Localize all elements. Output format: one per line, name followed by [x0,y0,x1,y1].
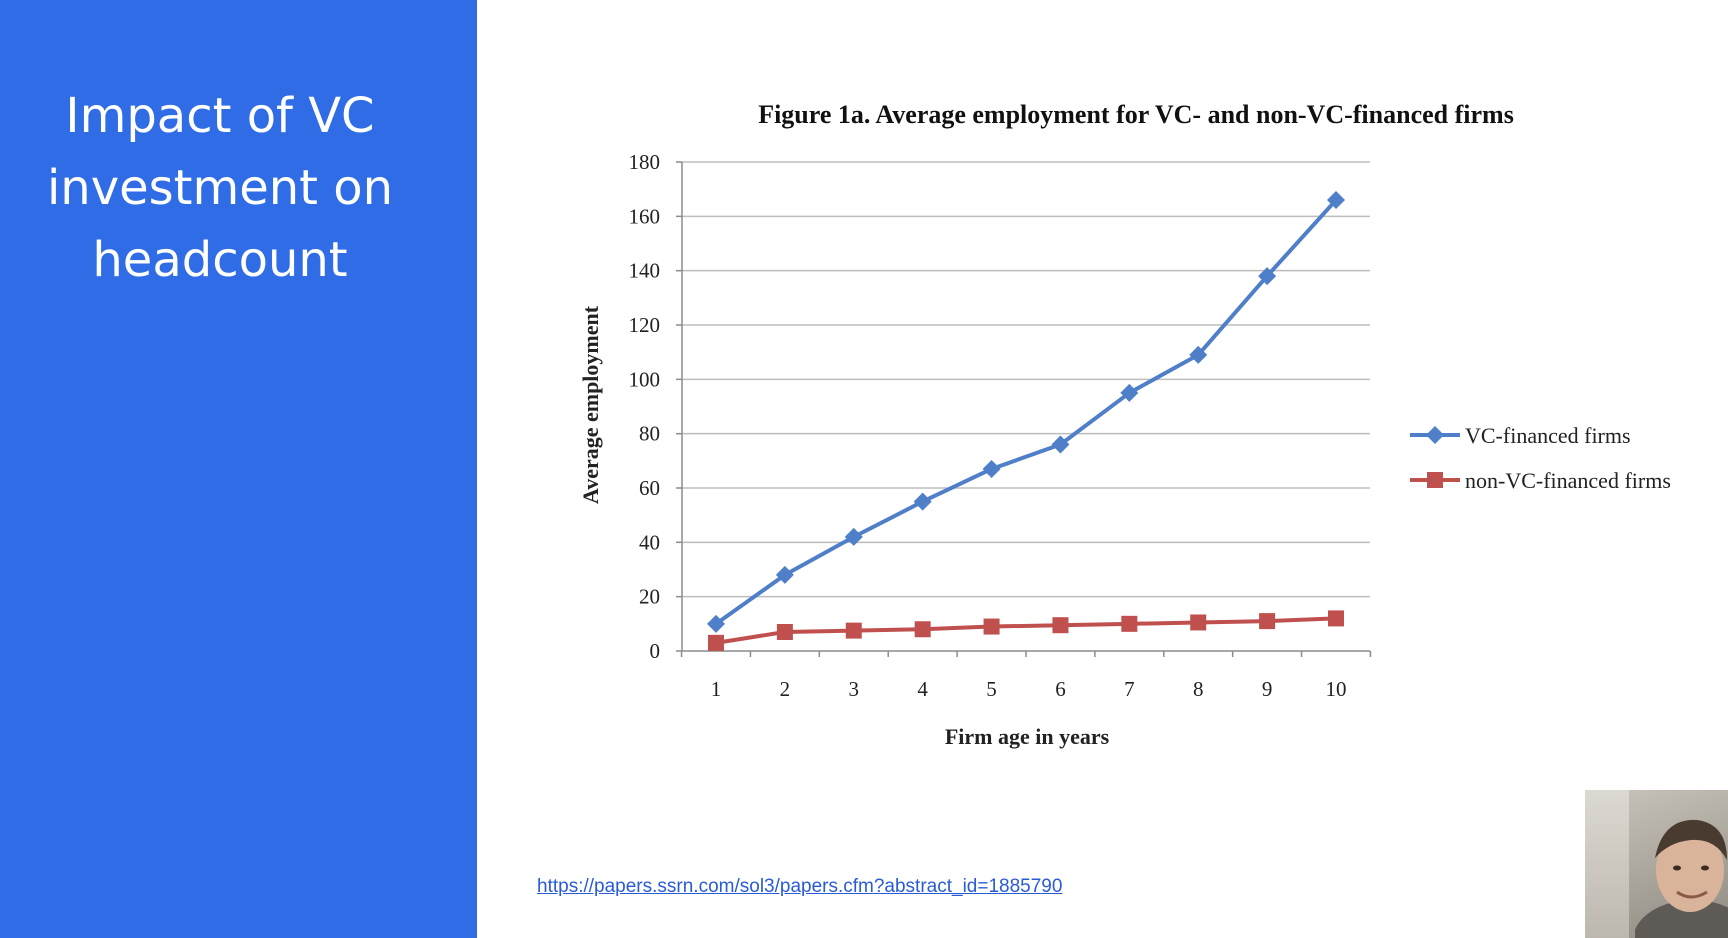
y-tick-label: 20 [639,585,660,609]
y-tick-label: 80 [639,422,660,446]
data-point [844,527,863,546]
title-panel: Impact of VC investment on headcount [0,0,477,938]
series-line [715,616,1337,645]
y-tick-label: 160 [629,204,661,228]
data-point [1189,345,1208,364]
webcam-thumbnail [1585,790,1728,938]
data-point [845,622,862,639]
x-tick-labels: 1 2 3 4 5 6 7 8 9 10 [711,677,1347,701]
data-point [1121,615,1138,632]
data-point [1258,267,1277,286]
legend-label: VC-financed firms [1465,423,1631,448]
data-point [913,492,932,511]
y-tick-label: 120 [629,313,661,337]
data-point [708,634,724,651]
x-tick-label: 8 [1193,677,1204,701]
x-tick-label: 3 [849,677,860,701]
y-tick-label: 180 [629,150,661,174]
data-point [1051,435,1070,454]
data-point [1190,614,1207,631]
data-point [914,621,931,638]
x-tick-label: 4 [917,677,928,701]
webcam-background [1585,790,1629,938]
source-link[interactable]: https://papers.ssrn.com/sol3/papers.cfm?… [537,876,1063,897]
x-tick-label: 1 [711,677,722,701]
data-point [776,623,793,640]
data-point [1328,610,1344,627]
series-group [707,191,1345,651]
data-point [1327,191,1345,210]
axes [676,161,1372,657]
x-tick-label: 9 [1262,677,1273,701]
x-axis-label: Firm age in years [945,724,1110,749]
legend: VC-financed firms non-VC-financed firms [1410,423,1671,493]
x-tick-label: 6 [1055,677,1066,701]
x-tick-label: 2 [780,677,791,701]
data-point [982,459,1001,478]
data-point [1259,613,1276,630]
y-tick-label: 140 [629,259,661,283]
data-point [707,614,725,633]
x-tick-label: 5 [986,677,997,701]
x-tick-label: 10 [1326,677,1347,701]
y-tick-labels: 0 20 40 60 80 100 120 140 160 180 [629,150,661,663]
legend-swatch-marker [1426,426,1444,444]
y-tick-label: 40 [639,530,660,554]
gridlines [682,161,1370,598]
series-line [714,198,1338,626]
data-point [983,618,1000,635]
legend-swatch-marker [1427,472,1443,488]
slide-title: Impact of VC investment on headcount [46,88,394,288]
y-axis-label: Average employment [578,305,603,504]
series-2 [708,610,1344,651]
person-icon [1635,819,1728,938]
data-point [1120,383,1139,402]
chart-title: Figure 1a. Average employment for VC- an… [758,100,1514,129]
legend-label: non-VC-financed firms [1465,468,1671,493]
legend-item: VC-financed firms [1410,423,1631,448]
y-tick-label: 60 [639,476,660,500]
series-1 [707,191,1345,633]
data-point [775,565,794,584]
y-tick-label: 100 [629,367,661,391]
data-point [1052,617,1069,634]
x-tick-label: 7 [1124,677,1135,701]
legend-item: non-VC-financed firms [1410,468,1671,493]
y-tick-label: 0 [650,639,661,663]
